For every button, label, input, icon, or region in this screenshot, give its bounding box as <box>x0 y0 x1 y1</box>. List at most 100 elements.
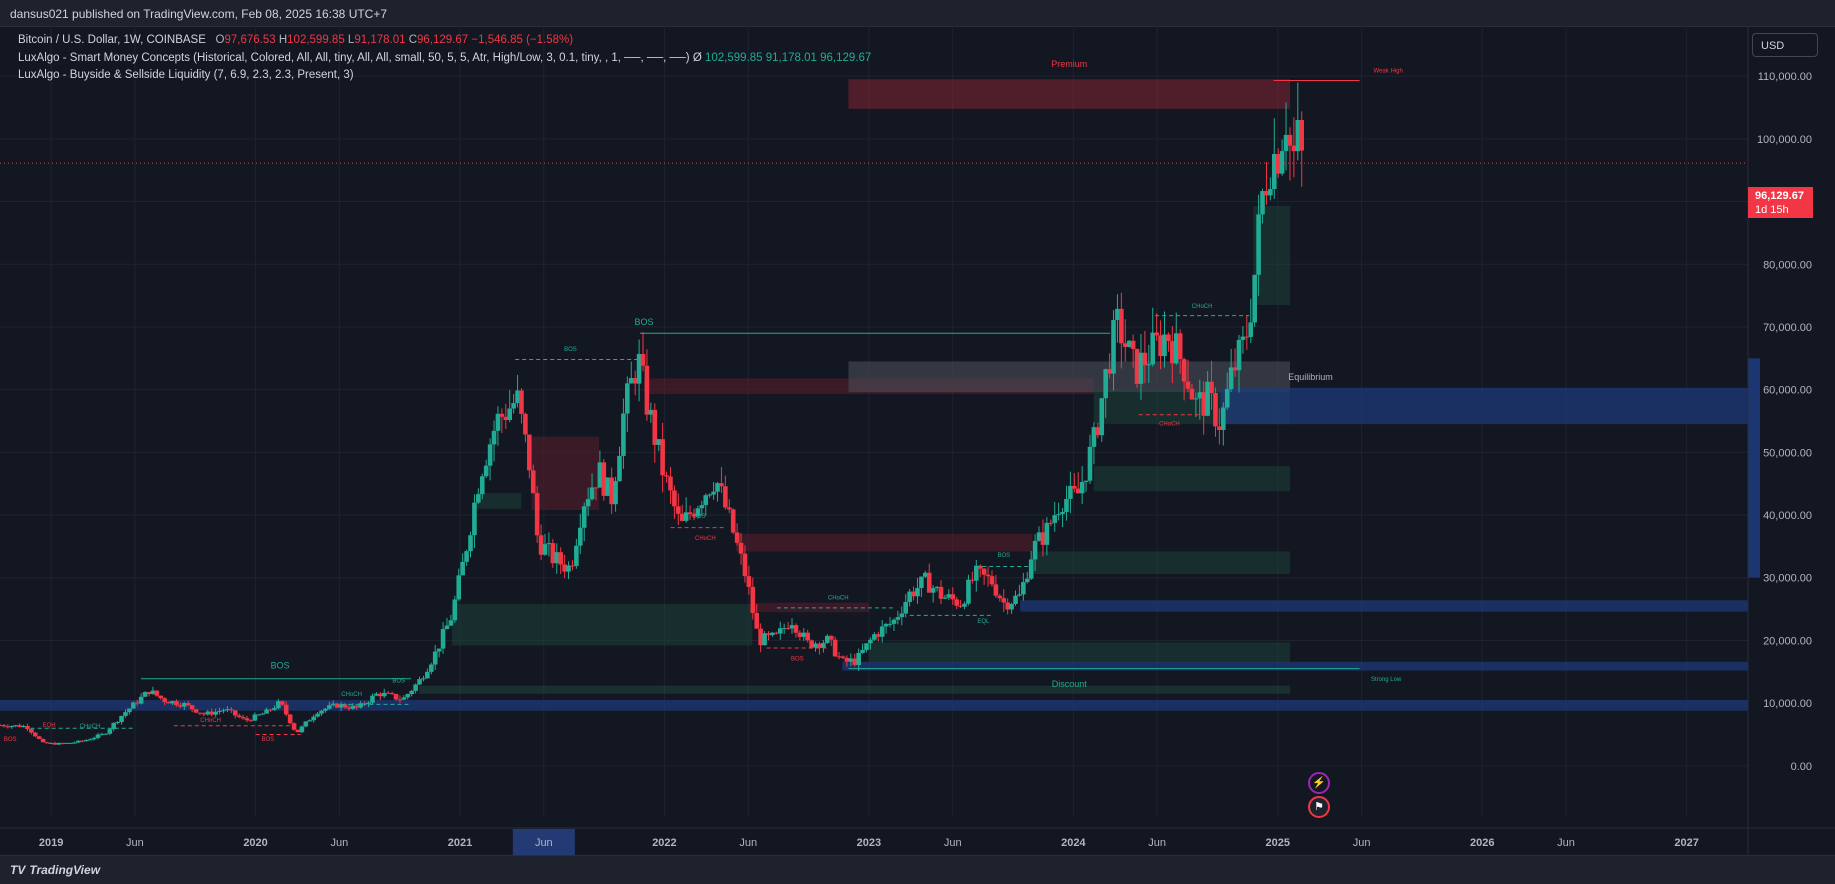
candle-bull <box>872 634 877 640</box>
candle-bear <box>1130 340 1136 349</box>
candle-bull <box>707 494 712 496</box>
candle-bear <box>397 699 403 701</box>
candle-bull <box>127 708 132 713</box>
candle-bear <box>875 634 881 637</box>
candle-bear <box>385 692 391 694</box>
candle-bull <box>1021 582 1026 595</box>
candle-bear <box>1170 341 1175 364</box>
symbol-name[interactable]: Bitcoin / U.S. Dollar, 1W, COINBASE <box>18 34 206 46</box>
indicator-1-value-2: 91,178.01 <box>765 52 817 64</box>
candle-bull <box>762 633 767 646</box>
candle-bull <box>170 701 175 704</box>
candle-bear <box>499 413 505 417</box>
zone-discount <box>419 685 1291 694</box>
candle-bear <box>742 553 748 577</box>
x-tick-label: Jun <box>944 837 962 849</box>
candle-bear <box>268 709 273 711</box>
candle-bear <box>1181 359 1187 382</box>
candle-bear <box>1217 426 1222 430</box>
candle-bear <box>519 390 524 414</box>
candle-bear <box>774 632 779 634</box>
candle-bear <box>229 709 234 711</box>
candle-bull <box>1173 333 1179 364</box>
candle-bull <box>715 483 720 492</box>
x-tick-label: 2025 <box>1266 837 1290 849</box>
candle-bull <box>99 733 105 735</box>
structure-label: BOS <box>4 737 17 743</box>
candle-bear <box>1244 336 1250 338</box>
candle-bull <box>21 725 26 728</box>
candle-bear <box>174 701 179 706</box>
candle-bull <box>440 629 446 649</box>
zone-bull_ob <box>868 642 1291 663</box>
indicator-legend-2[interactable]: LuxAlgo - Buyside & Sellside Liquidity (… <box>18 69 354 81</box>
candle-bear <box>1299 119 1305 151</box>
close-value: 96,129.67 <box>417 34 469 46</box>
candle-bull <box>511 403 516 409</box>
candle-bear <box>758 628 763 646</box>
lightning-icon[interactable]: ⚡ <box>1308 772 1330 794</box>
candle-bull <box>1256 214 1261 275</box>
zone-bull_ob <box>476 493 522 509</box>
candle-bear <box>40 738 46 743</box>
candle-bear <box>809 640 814 648</box>
candle-bull <box>1224 389 1230 408</box>
candle-bull <box>436 648 442 652</box>
candle-bear <box>166 702 171 704</box>
structure-label: Premium <box>1051 59 1087 69</box>
structure-label: CHoCH <box>80 724 101 730</box>
candle-bear <box>668 476 673 491</box>
candle-bull <box>1228 367 1234 390</box>
candle-bear <box>283 704 289 715</box>
x-tick-label: 2023 <box>857 837 881 849</box>
candle-bear <box>534 493 540 536</box>
footer-bar: TV TradingView <box>0 855 1835 884</box>
candle-bear <box>1166 334 1171 342</box>
structure-label: BOS <box>997 553 1010 559</box>
candle-bear <box>1048 522 1054 524</box>
candle-bear <box>287 714 293 724</box>
y-tick-label: 100,000.00 <box>1757 134 1812 146</box>
candle-bear <box>985 574 991 577</box>
candle-bear <box>1107 369 1112 374</box>
candle-bear <box>1075 488 1081 494</box>
indicator-1-value-3: 96,129.67 <box>820 52 872 64</box>
candle-bull <box>813 643 818 648</box>
candle-bull <box>915 588 920 597</box>
candle-bear <box>734 532 740 543</box>
candle-bull <box>1060 511 1065 515</box>
candle-bull <box>1162 334 1167 357</box>
candle-bear <box>644 365 650 415</box>
x-tick-label: Jun <box>1148 837 1166 849</box>
candle-bull <box>131 702 136 709</box>
indicator-legend-1[interactable]: LuxAlgo - Smart Money Concepts (Historic… <box>18 52 871 64</box>
structure-label: BOS <box>634 317 653 327</box>
zone-bear_ob <box>752 602 869 613</box>
tv-logo-icon[interactable]: TV TradingView <box>10 863 101 877</box>
candle-bull <box>1009 604 1014 610</box>
candle-bull <box>703 495 709 506</box>
candle-bull <box>401 697 407 700</box>
candle-bull <box>577 527 583 546</box>
x-tick-label: Jun <box>739 837 757 849</box>
candle-bear <box>723 486 728 508</box>
candle-bull <box>946 594 952 598</box>
candle-bull <box>413 684 418 691</box>
candle-bull <box>299 726 305 733</box>
candle-bull <box>789 625 795 629</box>
price-chart[interactable]: Premium Equilibrium Discount Weak High Stron… <box>0 26 1835 855</box>
candle-bear <box>570 565 575 567</box>
us-flag-icon[interactable]: ⚑ <box>1308 796 1330 818</box>
y-tick-label: 60,000.00 <box>1763 385 1812 397</box>
candle-bull <box>695 508 701 517</box>
candle-bear <box>911 591 916 597</box>
y-tick-label: 70,000.00 <box>1763 322 1812 334</box>
candle-bear <box>970 579 975 581</box>
currency-button[interactable]: USD <box>1752 33 1818 57</box>
x-tick-label: 2022 <box>652 837 676 849</box>
candle-bear <box>1095 427 1101 436</box>
candle-bull <box>883 623 889 627</box>
candle-bull <box>323 708 328 711</box>
candle-bull <box>452 599 458 621</box>
candle-bull <box>425 671 430 679</box>
